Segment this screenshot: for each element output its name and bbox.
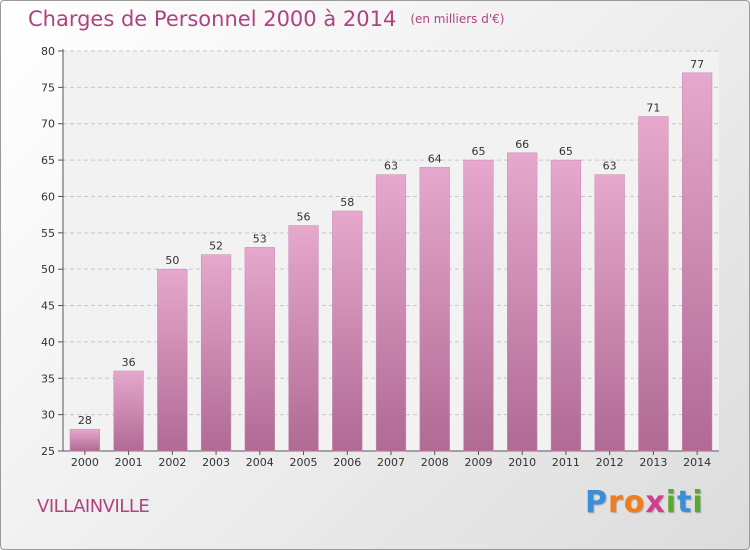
data-label: 53	[253, 232, 267, 245]
x-tick-label: 2002	[158, 456, 186, 469]
x-tick-label: 2006	[333, 456, 361, 469]
data-label: 77	[690, 58, 704, 71]
x-tick-label: 2013	[639, 456, 667, 469]
y-tick-label: 25	[41, 445, 55, 458]
data-label: 71	[646, 101, 660, 114]
logo-letter: r	[608, 485, 624, 520]
y-tick-label: 65	[41, 154, 55, 167]
data-label: 56	[297, 211, 311, 224]
bar-2010	[507, 152, 538, 452]
logo-letter: o	[623, 485, 646, 520]
chart-header: Charges de Personnel 2000 à 2014 (en mill…	[28, 7, 504, 31]
commune-name: VILLAINVILLE	[37, 496, 150, 517]
x-tick-label: 2010	[508, 456, 536, 469]
proxiti-logo: Proxiti	[585, 485, 704, 520]
bar-2011	[550, 159, 582, 452]
bar-2012	[594, 174, 625, 452]
bar-2003	[200, 254, 232, 452]
logo-letter: t	[677, 485, 693, 520]
y-tick-label: 35	[41, 372, 55, 385]
logo-letter: i	[692, 485, 704, 520]
chart-subtitle: (en milliers d'€)	[410, 12, 505, 26]
x-tick-label: 2001	[115, 456, 143, 469]
bar-2001	[113, 370, 144, 452]
data-label: 58	[340, 196, 354, 209]
chart-title: Charges de Personnel 2000 à 2014	[28, 7, 397, 31]
y-tick-label: 30	[41, 409, 55, 422]
data-label: 64	[428, 152, 442, 165]
x-tick-label: 2012	[596, 456, 624, 469]
y-tick-label: 55	[41, 227, 55, 240]
data-label: 28	[78, 414, 92, 427]
bar-2000	[69, 428, 100, 452]
data-label: 63	[603, 160, 617, 173]
bar-2009	[463, 159, 494, 452]
y-tick-label: 50	[41, 263, 55, 276]
x-tick-label: 2003	[202, 456, 230, 469]
y-tick-label: 80	[41, 45, 55, 58]
x-tick-label: 2004	[246, 456, 274, 469]
y-tick-label: 45	[41, 300, 55, 313]
data-label: 65	[471, 145, 485, 158]
data-label: 50	[165, 254, 179, 267]
data-label: 36	[122, 356, 136, 369]
data-label: 63	[384, 160, 398, 173]
bar-2008	[419, 167, 450, 452]
x-tick-label: 2008	[421, 456, 449, 469]
x-tick-label: 2000	[71, 456, 99, 469]
logo-letter: x	[645, 485, 666, 520]
bar-2004	[244, 247, 275, 452]
y-tick-label: 75	[41, 81, 55, 94]
logo-letter: i	[665, 485, 678, 520]
bar-2013	[638, 116, 669, 452]
data-label: 52	[209, 240, 223, 253]
y-tick-label: 60	[41, 190, 55, 203]
y-tick-label: 70	[41, 118, 55, 131]
bar-2002	[157, 268, 188, 452]
x-tick-label: 2005	[290, 456, 318, 469]
bar-2014	[682, 72, 713, 452]
bar-2006	[332, 210, 363, 452]
data-label: 65	[559, 145, 573, 158]
y-tick-label: 40	[41, 336, 55, 349]
x-tick-label: 2014	[683, 456, 711, 469]
bar-2007	[375, 174, 407, 452]
x-tick-label: 2009	[464, 456, 492, 469]
logo-letter: P	[585, 485, 608, 520]
data-label: 66	[515, 138, 529, 151]
bar-2005	[288, 225, 319, 452]
x-tick-label: 2007	[377, 456, 405, 469]
x-tick-label: 2011	[552, 456, 580, 469]
